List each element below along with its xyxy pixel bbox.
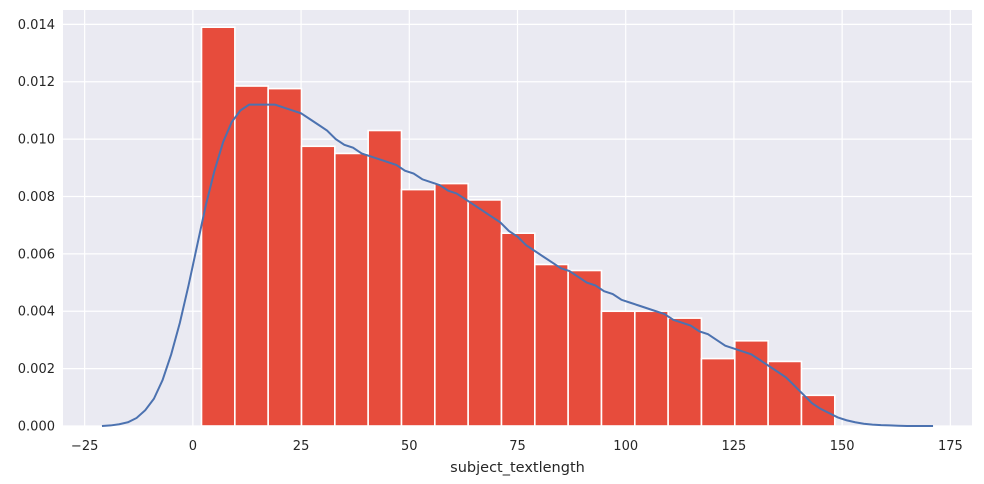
y-tick-label-1: 0.002 [18, 362, 55, 377]
y-axis-ticks: 0.000 0.002 0.004 0.006 0.008 0.010 0.012 0.014 [18, 18, 55, 435]
histogram-bar-17 [767, 360, 803, 427]
histogram-bar-3 [300, 145, 336, 427]
histogram-bar-14 [667, 317, 703, 427]
y-tick-label-7: 0.014 [18, 18, 55, 33]
histogram-bar-2 [267, 87, 303, 427]
histogram-bar-6 [400, 188, 436, 427]
x-tick-label-8: 175 [938, 439, 963, 454]
x-axis-ticks: −25 0 25 50 75 100 125 150 175 [71, 439, 963, 454]
histogram-bar-1 [234, 85, 269, 427]
histogram-bar-5 [367, 129, 403, 427]
histogram-bars [200, 26, 836, 427]
histogram-bar-9 [500, 232, 536, 427]
histogram-bar-7 [434, 182, 469, 427]
y-tick-label-4: 0.008 [18, 190, 55, 205]
histogram-bar-10 [534, 263, 569, 427]
x-tick-label-6: 125 [722, 439, 747, 454]
y-tick-label-6: 0.012 [18, 75, 55, 90]
x-tick-label-1: 0 [189, 439, 197, 454]
histogram-bar-0 [200, 26, 236, 427]
y-tick-label-5: 0.010 [18, 133, 55, 148]
x-tick-label-0: −25 [71, 439, 98, 454]
x-axis-label: subject_textlength [450, 460, 585, 476]
x-tick-label-4: 75 [509, 439, 526, 454]
histogram-bar-15 [700, 357, 736, 427]
histogram-bar-13 [634, 310, 669, 427]
x-tick-label-7: 150 [830, 439, 855, 454]
histogram-bar-4 [334, 152, 369, 427]
histogram-bar-8 [467, 199, 503, 427]
y-tick-label-3: 0.006 [18, 247, 55, 262]
x-tick-label-2: 25 [293, 439, 310, 454]
x-tick-label-5: 100 [613, 439, 638, 454]
histogram-bar-18 [800, 394, 836, 427]
histogram-bar-11 [567, 269, 603, 427]
y-tick-label-2: 0.004 [18, 305, 55, 320]
kde-line [101, 103, 934, 427]
y-tick-label-0: 0.000 [18, 420, 55, 435]
x-tick-label-3: 50 [401, 439, 418, 454]
histogram-bar-12 [600, 310, 636, 427]
